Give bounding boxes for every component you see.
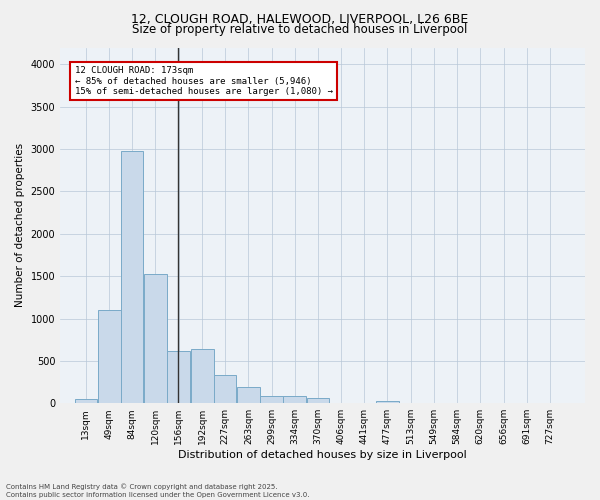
- Text: Size of property relative to detached houses in Liverpool: Size of property relative to detached ho…: [133, 22, 467, 36]
- Bar: [167, 350, 190, 403]
- Bar: [260, 396, 283, 403]
- Bar: [307, 398, 329, 403]
- Bar: [121, 151, 143, 403]
- Bar: [283, 396, 306, 403]
- Bar: [376, 401, 399, 403]
- Bar: [353, 402, 376, 403]
- Bar: [191, 349, 214, 403]
- Text: 12, CLOUGH ROAD, HALEWOOD, LIVERPOOL, L26 6BE: 12, CLOUGH ROAD, HALEWOOD, LIVERPOOL, L2…: [131, 12, 469, 26]
- Bar: [237, 386, 260, 403]
- Bar: [144, 274, 167, 403]
- Bar: [74, 400, 97, 403]
- Y-axis label: Number of detached properties: Number of detached properties: [15, 144, 25, 308]
- X-axis label: Distribution of detached houses by size in Liverpool: Distribution of detached houses by size …: [178, 450, 467, 460]
- Bar: [330, 402, 353, 403]
- Text: Contains HM Land Registry data © Crown copyright and database right 2025.
Contai: Contains HM Land Registry data © Crown c…: [6, 484, 310, 498]
- Text: 12 CLOUGH ROAD: 173sqm
← 85% of detached houses are smaller (5,946)
15% of semi-: 12 CLOUGH ROAD: 173sqm ← 85% of detached…: [75, 66, 333, 96]
- Bar: [98, 310, 121, 403]
- Bar: [214, 376, 236, 403]
